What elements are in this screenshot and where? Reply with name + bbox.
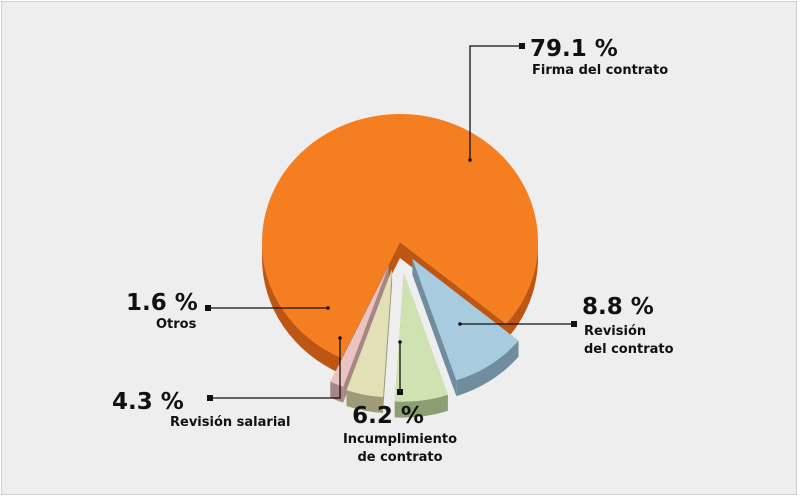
slice-side — [456, 340, 519, 397]
slice[interactable] — [330, 265, 389, 387]
category-label: Revisión salarial — [170, 415, 291, 430]
leader-dot — [397, 389, 403, 395]
value-label: 8.8 % — [582, 294, 654, 320]
value-label: 79.1 % — [530, 36, 618, 62]
leader-dot — [519, 43, 525, 49]
labels: 79.1 %Firma del contrato 8.8 % Revisión del… — [112, 36, 674, 465]
pie-tops — [262, 114, 539, 402]
category-label: Incumplimiento — [343, 432, 457, 447]
leader-dot — [571, 321, 577, 327]
slice-wall — [412, 258, 457, 397]
category-label: Revisión — [584, 324, 646, 339]
slice-wall — [382, 269, 393, 413]
slice[interactable] — [262, 114, 539, 359]
leader-line — [210, 338, 341, 399]
slice[interactable] — [346, 269, 393, 397]
slice-side — [506, 242, 538, 340]
value-label: 1.6 % — [126, 290, 198, 316]
slice-side — [346, 390, 383, 413]
leader-line — [469, 45, 522, 160]
category-label: del contrato — [584, 342, 674, 357]
leader-end — [398, 340, 402, 344]
slice-side — [394, 394, 448, 418]
slice[interactable] — [394, 273, 448, 402]
slice[interactable] — [412, 258, 519, 381]
leader-dot — [207, 395, 213, 401]
category-label: Otros — [156, 317, 197, 332]
value-label: 6.2 % — [352, 403, 424, 429]
category-label: Firma del contrato — [532, 63, 668, 78]
leader-end — [468, 158, 472, 162]
leader-dot — [205, 305, 211, 311]
value-label: 4.3 % — [112, 389, 184, 415]
category-label: de contrato — [357, 450, 442, 465]
leader-end — [458, 322, 462, 326]
leader-end — [326, 306, 330, 310]
leader-end — [338, 336, 342, 340]
